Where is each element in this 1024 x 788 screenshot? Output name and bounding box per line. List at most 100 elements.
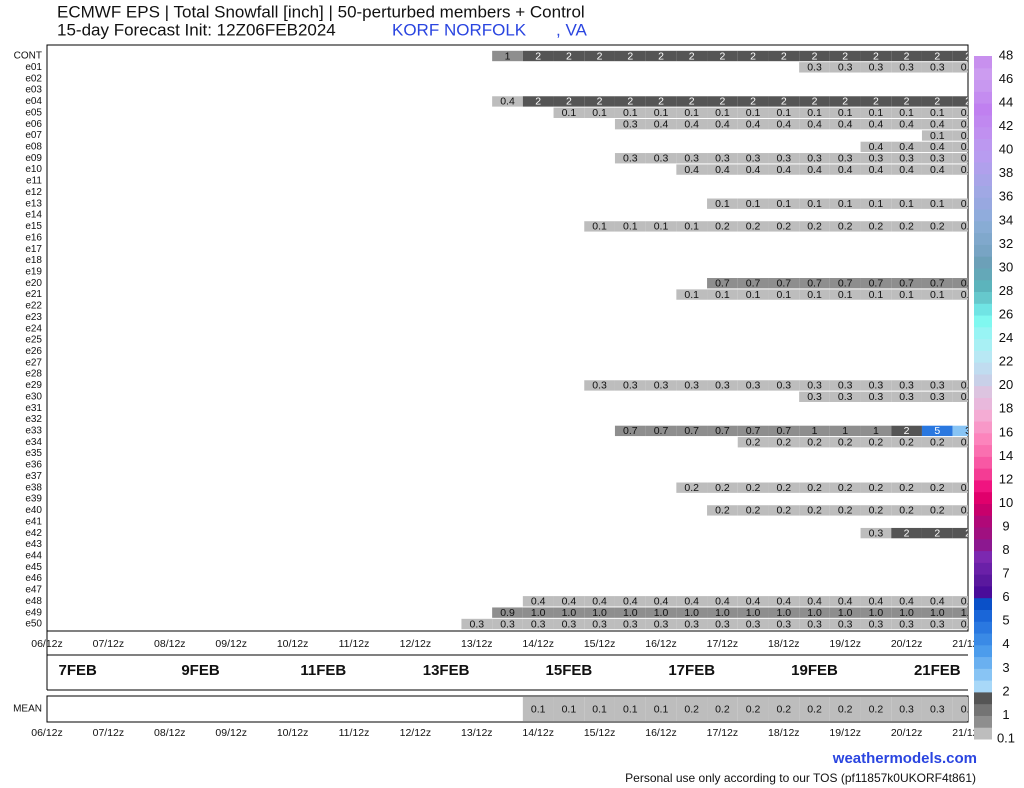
cell-label: 0.3: [930, 391, 945, 403]
cell-label: 0.4: [961, 141, 976, 153]
cell-label: 2: [627, 96, 633, 108]
cell-label: 0.2: [930, 221, 945, 233]
cell-label: 0.4: [869, 118, 884, 130]
cell: [522, 618, 554, 630]
cell: [584, 107, 615, 118]
cell: [614, 221, 646, 232]
cell: [829, 425, 861, 437]
cell: [676, 118, 708, 130]
cell: [952, 697, 968, 721]
x-tick-label: 15/12z: [584, 638, 616, 650]
cell-label: 0.1: [899, 289, 914, 301]
cell: [707, 482, 738, 493]
cell: [614, 107, 646, 118]
row-label: e49: [25, 607, 42, 618]
cell: [799, 391, 830, 402]
cell: [676, 221, 708, 232]
colorbar-segment: [974, 373, 992, 387]
colorbar-segment: [974, 680, 992, 693]
cell-label: 2: [965, 96, 971, 108]
cell: [645, 107, 677, 118]
colorbar-segment: [974, 562, 992, 575]
colorbar-segment: [974, 362, 992, 375]
cell-label: 0.2: [899, 221, 914, 233]
row-label: e37: [25, 471, 42, 482]
cell-label: 0.2: [869, 437, 884, 449]
cell-label: 0.4: [654, 118, 669, 130]
cell: [553, 596, 585, 607]
cell: [921, 198, 953, 209]
cell-label: 0.1: [807, 198, 822, 210]
cell: [768, 482, 800, 493]
cell: [737, 380, 769, 391]
cell-label: 0.1: [746, 289, 761, 301]
cell: [952, 130, 968, 141]
cell-label: 0.2: [684, 482, 699, 494]
cell: [829, 289, 861, 300]
colorbar-segment: [974, 279, 992, 293]
source: weathermodels.com: [832, 750, 977, 767]
cell-label: 0.2: [869, 505, 884, 517]
colorbar-segment: [974, 644, 992, 658]
colorbar-label: 9: [1002, 518, 1009, 533]
cell-label: 0.3: [899, 618, 914, 630]
date-label: 13FEB: [423, 662, 470, 679]
cell: [707, 96, 738, 107]
cell: [614, 96, 646, 107]
x-tick-label: 15/12z: [584, 727, 616, 739]
cell: [737, 425, 769, 437]
cell-label: 0.1: [899, 107, 914, 119]
cell-label: 0.2: [807, 482, 822, 494]
cell: [829, 391, 861, 402]
cell: [799, 482, 830, 493]
cell-label: 0.3: [930, 703, 945, 715]
cell: [921, 153, 953, 164]
colorbar-label: 3: [1002, 660, 1009, 675]
cell: [860, 164, 892, 175]
cell: [768, 697, 800, 721]
chart-title: ECMWF EPS | Total Snowfall [inch] | 50-p…: [57, 2, 585, 21]
cell-label: 0.2: [869, 703, 884, 715]
cell-label: 1.0: [807, 607, 822, 619]
cell-label: 0.4: [930, 164, 945, 176]
cell: [921, 505, 953, 516]
cell-label: 0.3: [623, 618, 638, 630]
x-tick-label: 09/12z: [215, 638, 247, 650]
cell: [707, 607, 738, 618]
cell-label: 0.1: [869, 107, 884, 119]
cell-label: 0.2: [899, 505, 914, 517]
cell: [645, 50, 677, 62]
cell-label: 0.3: [776, 153, 791, 165]
x-tick-label: 12/12z: [400, 727, 432, 739]
cell: [707, 221, 738, 232]
cell-label: 0.1: [899, 198, 914, 210]
cell: [737, 505, 769, 516]
cell-label: 0.3: [930, 153, 945, 165]
cell: [921, 527, 953, 539]
cell: [829, 505, 861, 516]
cell-label: 2: [934, 50, 940, 62]
x-tick-label: 20/12z: [891, 727, 923, 739]
row-label: MEAN: [13, 704, 42, 715]
cell-label: 0.3: [838, 153, 853, 165]
row-label: e31: [25, 403, 42, 414]
cell: [645, 153, 677, 164]
colorbar-segment: [974, 303, 992, 316]
date-label: 9FEB: [181, 662, 220, 679]
cell: [921, 107, 953, 118]
cell-label: 0.2: [807, 437, 822, 449]
cell: [676, 107, 708, 118]
x-tick-label: 09/12z: [215, 727, 247, 739]
cell: [707, 164, 738, 175]
cell-label: 0.7: [746, 425, 761, 437]
x-tick-label: 20/12z: [891, 638, 923, 650]
cell: [829, 437, 861, 448]
cell: [676, 153, 708, 164]
cell: [799, 107, 830, 118]
cell: [799, 380, 830, 391]
cell: [707, 289, 738, 300]
cell: [891, 697, 922, 721]
cell-label: 0.1: [776, 289, 791, 301]
x-tick-label: 19/12z: [829, 638, 861, 650]
cell: [676, 697, 708, 721]
